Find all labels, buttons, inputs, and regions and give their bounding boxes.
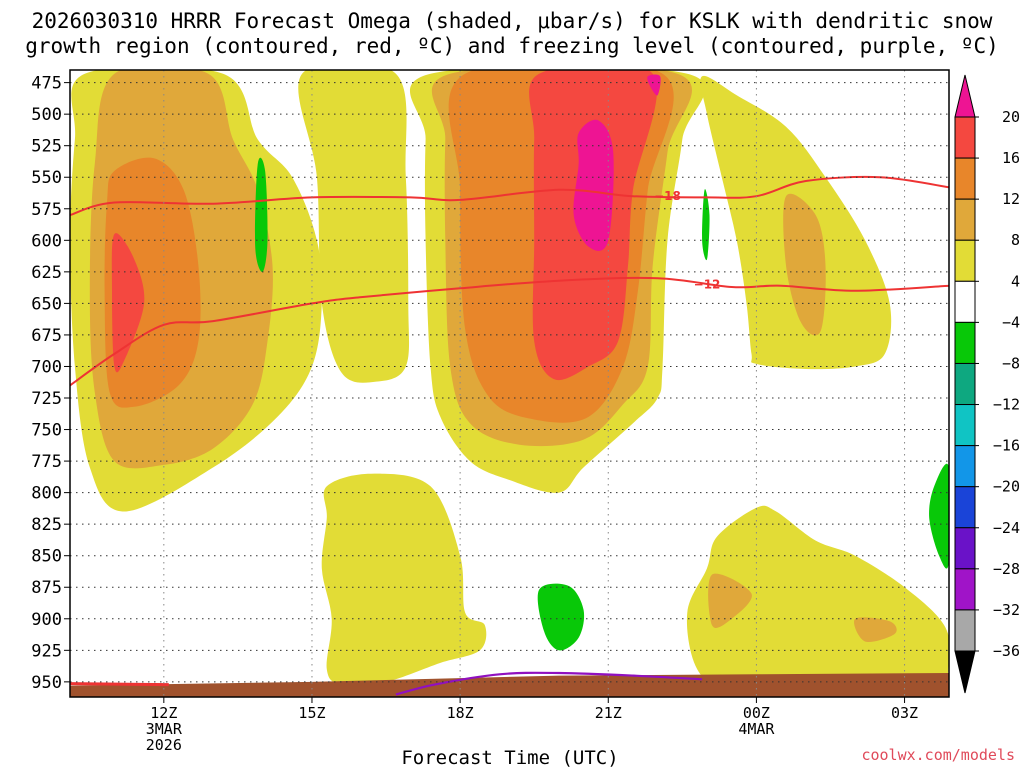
- colorbar-swatch: [954, 568, 976, 611]
- colorbar-label: −8: [1002, 354, 1020, 372]
- colorbar-label: 12: [1002, 190, 1020, 208]
- grid-lines: [70, 70, 949, 697]
- colorbar-bottom-arrow: [954, 650, 976, 694]
- y-tick-label: 650: [31, 294, 62, 314]
- chart-title-line1: 2026030310 HRRR Forecast Omega (shaded, …: [32, 9, 993, 33]
- colorbar-label: −16: [993, 437, 1020, 455]
- omega-region-8: [783, 193, 826, 336]
- y-tick-label: 850: [31, 547, 62, 567]
- y-tick-label: 775: [31, 452, 62, 472]
- colorbar-swatch: [954, 116, 976, 159]
- colorbar-swatch: [954, 527, 976, 570]
- y-tick-label: 625: [31, 263, 62, 283]
- contour-lines: [70, 175, 949, 696]
- colorbar-swatch: [954, 404, 976, 447]
- y-tick-label: 750: [31, 421, 62, 441]
- colorbar-swatch: [954, 239, 976, 282]
- y-tick-label: 900: [31, 610, 62, 630]
- y-axis: 475 500 525 550 575 600 625 650 675 700 725 750 775 8…: [31, 74, 70, 693]
- plot-frame: [69, 69, 950, 698]
- freezing-level-line: [395, 671, 703, 696]
- surface-red-edge: [70, 682, 169, 687]
- x-tick-label: 15Z: [298, 704, 325, 722]
- omega-region-20: [573, 119, 614, 251]
- colorbar: 20 16 12 8 4 −4 −8 −12 −16 −20 −24 −28 −32 −36: [954, 74, 1020, 694]
- y-tick-label: 475: [31, 74, 62, 94]
- y-tick-label: 950: [31, 673, 62, 693]
- omega-region-neg8: [702, 189, 710, 261]
- colorbar-swatch: [954, 445, 976, 488]
- colorbar-swatch: [954, 486, 976, 529]
- x-tick-label: 12Z: [150, 704, 177, 722]
- colorbar-label: 8: [1011, 231, 1020, 249]
- colorbar-label: 4: [1011, 272, 1020, 290]
- colorbar-label: −32: [993, 601, 1020, 619]
- colorbar-top-arrow: [954, 74, 976, 118]
- colorbar-label: −36: [993, 642, 1020, 660]
- colorbar-swatch: [954, 157, 976, 200]
- colorbar-label: −4: [1002, 313, 1020, 331]
- y-tick-label: 525: [31, 137, 62, 157]
- colorbar-label: 20: [1002, 108, 1020, 126]
- colorbar-swatch: [954, 321, 976, 364]
- omega-shading: [70, 70, 949, 697]
- omega-region-4: [686, 505, 949, 697]
- omega-region-neg8: [929, 463, 949, 569]
- chart-title-line2: growth region (contoured, red, ºC) and f…: [25, 34, 999, 58]
- y-tick-label: 800: [31, 484, 62, 504]
- y-tick-label: 725: [31, 389, 62, 409]
- omega-region-16: [111, 233, 145, 373]
- colorbar-label: −20: [993, 478, 1020, 496]
- colorbar-swatch: [954, 280, 976, 323]
- y-tick-label: 675: [31, 326, 62, 346]
- colorbar-label: −24: [993, 519, 1020, 537]
- colorbar-label: −12: [993, 396, 1020, 414]
- x-tick-date: 4MAR: [738, 720, 775, 738]
- y-tick-label: 875: [31, 578, 62, 598]
- colorbar-swatch: [954, 198, 976, 241]
- isotherm-minus12-line: [70, 276, 949, 387]
- colorbar-label: −28: [993, 560, 1020, 578]
- omega-region-neg8: [537, 583, 585, 651]
- y-tick-label: 550: [31, 168, 62, 188]
- x-axis-title: Forecast Time (UTC): [401, 747, 618, 768]
- x-tick-year: 2026: [146, 736, 182, 754]
- contour-label: −18: [654, 189, 681, 203]
- x-tick-label: 18Z: [447, 704, 474, 722]
- y-tick-label: 600: [31, 231, 62, 251]
- x-tick-label: 21Z: [595, 704, 622, 722]
- x-tick-label: 03Z: [891, 704, 918, 722]
- y-tick-label: 700: [31, 357, 62, 377]
- surface-fill: [70, 673, 949, 697]
- y-tick-label: 825: [31, 515, 62, 535]
- isotherm-minus18-line: [70, 175, 949, 217]
- colorbar-label: 16: [1002, 149, 1020, 167]
- colorbar-swatch: [954, 609, 976, 652]
- x-tick-label: 00Z: [743, 704, 770, 722]
- y-tick-label: 500: [31, 105, 62, 125]
- credit-text: coolwx.com/models: [861, 746, 1015, 764]
- omega-region-20: [647, 74, 661, 96]
- omega-region-neg4: [254, 157, 268, 272]
- colorbar-swatch: [954, 362, 976, 406]
- y-tick-label: 925: [31, 641, 62, 661]
- y-tick-label: 575: [31, 200, 62, 220]
- contour-label: −12: [694, 277, 721, 291]
- omega-region-8: [854, 617, 897, 643]
- omega-region-4: [321, 473, 487, 686]
- omega-region-4: [298, 70, 410, 383]
- x-tick-date: 3MAR: [146, 720, 183, 738]
